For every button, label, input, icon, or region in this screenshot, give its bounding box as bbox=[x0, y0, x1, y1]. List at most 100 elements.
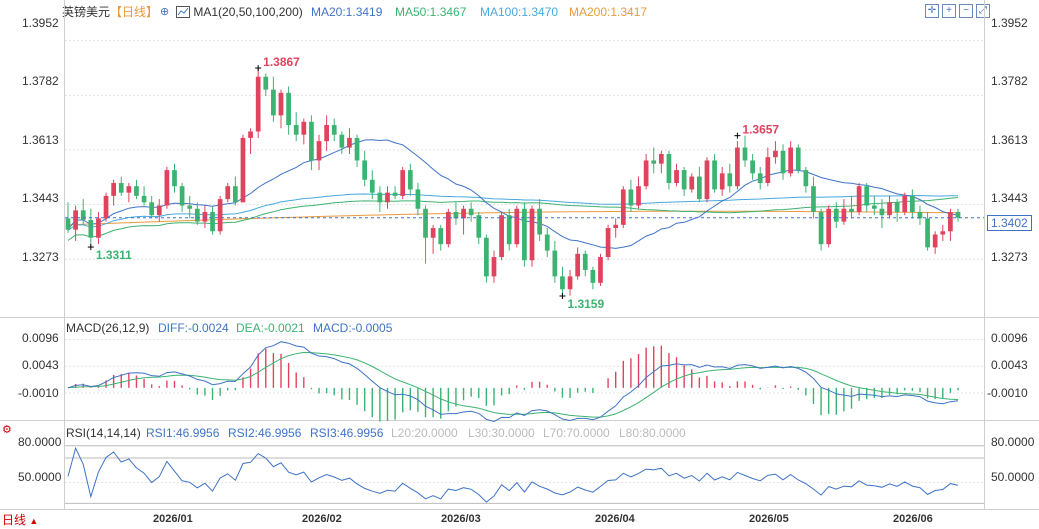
candle-body bbox=[567, 276, 573, 290]
y-tick-right-4: 1.3443 bbox=[991, 191, 1028, 205]
candle-body bbox=[651, 160, 657, 164]
candle-body bbox=[468, 208, 474, 216]
candle-body bbox=[484, 237, 489, 277]
candle-body bbox=[331, 125, 337, 135]
candle-body bbox=[354, 137, 360, 161]
candle-body bbox=[537, 208, 542, 235]
rsi-y-tick-right-2: 50.0000 bbox=[991, 470, 1035, 484]
candle-body bbox=[894, 202, 900, 212]
ma50-value: MA50:1.3467 bbox=[395, 5, 467, 19]
macd-dea-line bbox=[67, 351, 959, 418]
candle-body bbox=[73, 210, 78, 230]
rsi-y-tick-left-2: 50.0000 bbox=[18, 470, 62, 484]
annotation-max: 1.3867 bbox=[263, 55, 300, 69]
rsi2-value: RSI2:46.9956 bbox=[228, 426, 302, 440]
candle-body bbox=[620, 189, 626, 225]
candle-body bbox=[80, 210, 86, 221]
candle-body bbox=[811, 186, 816, 212]
candle-body bbox=[491, 257, 497, 277]
crosshair-icon[interactable]: ✛ bbox=[925, 4, 939, 18]
candle-body bbox=[605, 228, 611, 258]
caret-up-icon: ▲ bbox=[29, 516, 39, 526]
candle-body bbox=[544, 234, 550, 251]
candle-body bbox=[476, 215, 482, 238]
x-tick-6: 2026/06 bbox=[893, 513, 933, 525]
candle-body bbox=[750, 160, 755, 174]
rsi-label[interactable]: RSI(14,14,14) bbox=[66, 426, 141, 440]
candle-body bbox=[415, 189, 421, 209]
candle-body bbox=[940, 231, 946, 235]
candle-body bbox=[636, 186, 641, 206]
fullscreen-icon[interactable]: ⤢ bbox=[976, 4, 990, 18]
ma200-line bbox=[67, 210, 959, 226]
candle-body bbox=[613, 224, 619, 229]
candle-body bbox=[582, 253, 588, 270]
candle-body bbox=[590, 269, 596, 283]
candle-body bbox=[111, 182, 116, 196]
candle-body bbox=[522, 208, 527, 261]
candle-body bbox=[902, 195, 908, 212]
candle-body bbox=[301, 121, 307, 135]
ma100-value: MA100:1.3470 bbox=[480, 5, 559, 19]
candle-body bbox=[179, 186, 185, 206]
candle-body bbox=[773, 150, 778, 158]
candle-body bbox=[96, 218, 101, 238]
symbol-name: 英镑美元 bbox=[62, 5, 111, 19]
zoom-in-icon[interactable]: + bbox=[942, 4, 956, 18]
candle-body bbox=[704, 160, 710, 200]
candle-body bbox=[164, 170, 170, 206]
candle-body bbox=[803, 170, 809, 187]
candle-body bbox=[735, 147, 740, 187]
candle-body bbox=[103, 195, 109, 219]
candle-body bbox=[347, 137, 352, 148]
candle-body bbox=[134, 186, 139, 196]
x-tick-3: 2026/03 bbox=[441, 513, 481, 525]
candle-body bbox=[430, 228, 436, 238]
candle-body bbox=[400, 170, 406, 196]
candle-body bbox=[324, 125, 329, 142]
candle-body bbox=[955, 211, 961, 218]
candle-body bbox=[187, 205, 193, 209]
candle-body bbox=[217, 199, 223, 232]
candle-body bbox=[788, 147, 794, 174]
macd-label[interactable]: MACD(26,12,9) bbox=[66, 321, 150, 335]
settings-icon[interactable]: ⊕ bbox=[160, 6, 170, 18]
candle-body bbox=[461, 208, 466, 219]
rsi-settings-icon[interactable]: ⚙ bbox=[2, 424, 12, 436]
candle-body bbox=[88, 220, 94, 238]
candle-body bbox=[65, 218, 71, 230]
candle-body bbox=[309, 121, 314, 161]
candle-body bbox=[697, 176, 702, 200]
period-label[interactable]: 【日线】 bbox=[110, 5, 159, 19]
annotation-min: 1.3159 bbox=[567, 297, 604, 311]
macd-diff-value: DIFF:-0.0024 bbox=[158, 321, 229, 335]
macd-hist-value: MACD:-0.0005 bbox=[313, 321, 393, 335]
ma100-line bbox=[67, 193, 959, 231]
macd-diff-line bbox=[67, 341, 959, 423]
candle-body bbox=[712, 160, 717, 190]
rsi-l70-value: L70:70.0000 bbox=[543, 426, 610, 440]
macd-dea-value: DEA:-0.0021 bbox=[236, 321, 305, 335]
candle-body bbox=[765, 157, 771, 183]
candle-body bbox=[689, 176, 695, 190]
candle-body bbox=[339, 134, 345, 148]
x-tick-4: 2026/04 bbox=[595, 513, 635, 525]
last-price-badge: 1.3402 bbox=[987, 215, 1032, 231]
ma-indicator-label[interactable]: MA1(20,50,100,200) bbox=[176, 4, 303, 20]
period-selector[interactable]: 日线 ▲ bbox=[2, 512, 38, 528]
candle-body bbox=[948, 211, 953, 232]
macd-y-tick-right-3: -0.0010 bbox=[987, 386, 1028, 400]
candle-body bbox=[392, 192, 398, 196]
zoom-out-icon[interactable]: − bbox=[959, 4, 973, 18]
ma50-line bbox=[67, 197, 959, 241]
candle-body bbox=[293, 125, 299, 135]
candle-body bbox=[742, 147, 748, 161]
x-tick-1: 2026/01 bbox=[153, 513, 193, 525]
y-tick-left-3: 1.3613 bbox=[22, 133, 59, 147]
y-tick-left-4: 1.3443 bbox=[22, 191, 59, 205]
period-selector-label: 日线 bbox=[2, 513, 27, 527]
candle-body bbox=[841, 208, 847, 222]
candle-body bbox=[453, 211, 459, 219]
rsi-l80-value: L80:80.0000 bbox=[619, 426, 686, 440]
